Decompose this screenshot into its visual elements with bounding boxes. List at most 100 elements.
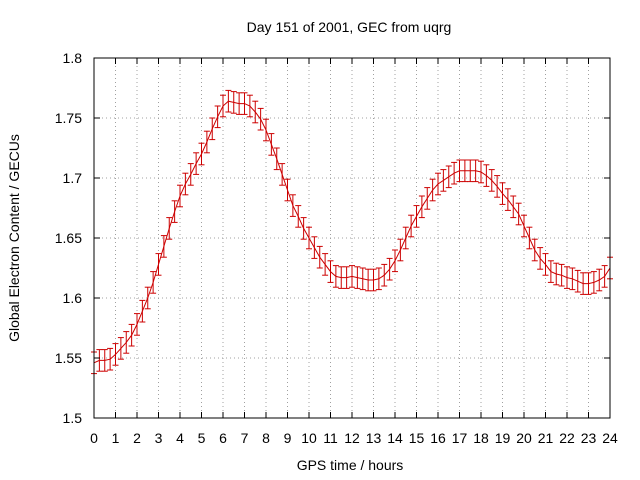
x-tick-label: 7 bbox=[241, 430, 249, 446]
error-bar bbox=[392, 249, 398, 273]
error-bar bbox=[343, 266, 350, 289]
error-bar bbox=[451, 161, 458, 185]
error-bar bbox=[445, 165, 452, 189]
error-bar bbox=[375, 267, 382, 291]
error-bar bbox=[214, 105, 221, 129]
error-bar bbox=[177, 184, 183, 208]
error-bar bbox=[284, 178, 291, 202]
error-bar bbox=[139, 299, 146, 323]
error-bar bbox=[220, 94, 226, 118]
error-bar bbox=[526, 226, 533, 250]
error-bar bbox=[311, 236, 318, 259]
y-tick-label: 1.7 bbox=[63, 170, 83, 186]
x-tick-label: 21 bbox=[538, 430, 554, 446]
error-bar bbox=[359, 267, 366, 291]
x-tick-label: 1 bbox=[112, 430, 120, 446]
error-bar bbox=[128, 323, 135, 347]
error-bar bbox=[381, 263, 388, 287]
error-bar bbox=[187, 163, 194, 186]
error-bar bbox=[531, 238, 538, 262]
x-tick-label: 20 bbox=[516, 430, 532, 446]
error-bar bbox=[461, 159, 468, 183]
error-bar bbox=[332, 265, 339, 288]
error-bar bbox=[521, 214, 527, 238]
x-tick-label: 13 bbox=[366, 430, 382, 446]
error-bar bbox=[499, 182, 506, 205]
error-bar bbox=[397, 238, 404, 262]
error-bar bbox=[160, 235, 167, 258]
error-bar bbox=[574, 269, 581, 293]
error-bar bbox=[365, 268, 372, 292]
error-bar bbox=[123, 331, 130, 354]
x-axis-label: GPS time / hours bbox=[297, 457, 404, 473]
x-tick-label: 15 bbox=[409, 430, 425, 446]
x-tick-label: 24 bbox=[602, 430, 618, 446]
gec-series bbox=[91, 89, 613, 375]
error-bar bbox=[279, 163, 286, 186]
error-bar bbox=[467, 159, 474, 183]
error-bar bbox=[338, 266, 345, 289]
error-bar bbox=[349, 265, 355, 288]
axis-ticks: 0 1 2 3 4 5 6 7 8 9 10 11 12 13 14 15 16 17 18 19 20 21 22 23 24… bbox=[55, 50, 618, 446]
error-bar bbox=[558, 263, 565, 287]
error-bar bbox=[252, 100, 259, 124]
error-bar bbox=[182, 172, 189, 196]
error-bar bbox=[300, 217, 307, 240]
error-bar bbox=[101, 349, 108, 372]
error-bar bbox=[171, 200, 178, 223]
error-bar bbox=[564, 266, 570, 289]
error-bar bbox=[488, 169, 495, 192]
error-bar bbox=[203, 130, 210, 154]
error-bar bbox=[134, 313, 140, 336]
error-bar bbox=[590, 271, 597, 294]
x-tick-label: 19 bbox=[495, 430, 511, 446]
error-bar bbox=[537, 247, 544, 270]
error-bar bbox=[193, 152, 200, 175]
error-bar bbox=[596, 268, 603, 292]
error-bar bbox=[418, 195, 425, 219]
error-bar bbox=[547, 260, 554, 283]
error-bar bbox=[585, 272, 592, 295]
error-bar bbox=[354, 266, 361, 289]
x-tick-label: 0 bbox=[90, 430, 98, 446]
error-bar bbox=[515, 202, 522, 226]
x-tick-label: 2 bbox=[133, 430, 141, 446]
error-bar bbox=[316, 245, 323, 269]
error-bar bbox=[268, 133, 275, 156]
error-bar bbox=[413, 205, 420, 228]
error-bar bbox=[580, 272, 587, 295]
error-bar bbox=[107, 347, 114, 371]
error-bar bbox=[96, 349, 103, 372]
error-bar bbox=[569, 267, 576, 291]
y-axis-label: Global Electron Content / GECUs bbox=[6, 134, 22, 342]
x-tick-label: 16 bbox=[430, 430, 446, 446]
error-bar bbox=[483, 164, 490, 187]
error-bar bbox=[424, 187, 431, 210]
error-bar bbox=[370, 268, 377, 292]
chart-title: Day 151 of 2001, GEC from uqrg bbox=[247, 19, 452, 35]
error-bar bbox=[472, 159, 479, 183]
y-tick-label: 1.55 bbox=[55, 350, 82, 366]
x-tick-label: 22 bbox=[559, 430, 575, 446]
x-tick-label: 9 bbox=[284, 430, 292, 446]
y-tick-label: 1.75 bbox=[55, 110, 82, 126]
error-bar bbox=[553, 262, 560, 286]
x-tick-label: 6 bbox=[219, 430, 227, 446]
x-tick-label: 8 bbox=[262, 430, 270, 446]
error-bar bbox=[322, 253, 329, 276]
error-bar bbox=[236, 92, 243, 115]
error-bar bbox=[510, 195, 517, 219]
error-bar bbox=[263, 118, 269, 142]
error-bar bbox=[327, 260, 334, 283]
x-tick-label: 23 bbox=[581, 430, 597, 446]
error-bar bbox=[456, 159, 463, 183]
error-bar bbox=[166, 217, 173, 240]
error-bar bbox=[306, 226, 312, 250]
error-bar bbox=[273, 147, 280, 171]
error-bar bbox=[289, 194, 296, 217]
x-tick-label: 17 bbox=[452, 430, 468, 446]
error-bar bbox=[150, 271, 157, 294]
x-tick-label: 14 bbox=[387, 430, 403, 446]
y-tick-label: 1.8 bbox=[63, 50, 83, 66]
